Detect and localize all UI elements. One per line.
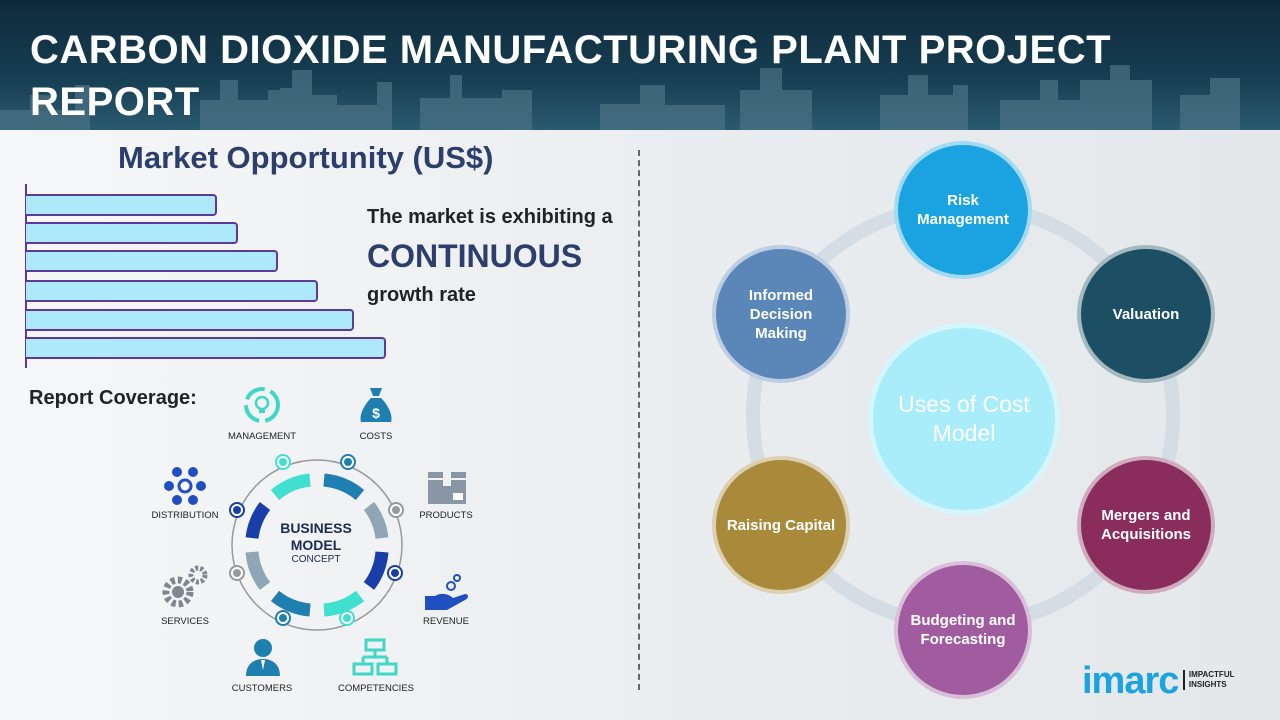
market-text-emphasis: CONTINUOUS: [367, 238, 583, 274]
market-opportunity-title: Market Opportunity (US$): [118, 140, 494, 175]
business-model-center: BUSINESS MODEL CONCEPT: [266, 520, 366, 565]
city-skyline-graphic: [0, 65, 1240, 130]
logo-brand: imarc: [1082, 660, 1179, 702]
market-bar: [26, 337, 386, 359]
market-bar: [26, 280, 318, 302]
svg-text:$: $: [372, 405, 380, 421]
uses-node: Risk Management: [894, 141, 1032, 279]
coverage-label-distribution: DISTRIBUTION: [151, 510, 219, 521]
page-title: CARBON DIOXIDE MANUFACTURING PLANT PROJE…: [30, 28, 1112, 124]
imarc-logo: imarc IMPACTFUL INSIGHTS: [1082, 660, 1234, 703]
market-bar: [26, 250, 278, 272]
uses-node: Valuation: [1077, 245, 1215, 383]
market-text-line3: growth rate: [367, 284, 476, 306]
bm-line3: CONCEPT: [291, 554, 341, 565]
coverage-label-products: PRODUCTS: [419, 510, 473, 521]
market-bar: [26, 194, 217, 216]
business-model-ring: [229, 454, 404, 631]
market-text-line1: The market is exhibiting a: [367, 206, 613, 228]
header-banner: CARBON DIOXIDE MANUFACTURING PLANT PROJE…: [0, 0, 1280, 130]
market-bar: [26, 309, 354, 331]
coverage-label-revenue: REVENUE: [423, 616, 469, 627]
box-icon: [428, 472, 466, 504]
report-coverage-title: Report Coverage:: [29, 387, 197, 409]
uses-node: Raising Capital: [712, 456, 850, 594]
coverage-label-competencies: COMPETENCIES: [337, 683, 414, 694]
section-divider: [638, 150, 640, 690]
bm-line1: BUSINESS: [280, 520, 352, 536]
market-bar: [26, 222, 239, 244]
uses-center-circle: Uses of Cost Model: [868, 323, 1060, 515]
coverage-label-services: SERVICES: [161, 616, 209, 627]
gears-icon: [162, 565, 208, 608]
logo-tagline2: INSIGHTS: [1188, 680, 1227, 689]
uses-node: Informed Decision Making: [712, 245, 850, 383]
bar-axis: [25, 184, 27, 368]
uses-node: Budgeting and Forecasting: [894, 561, 1032, 699]
coverage-label-costs: COSTS: [359, 431, 393, 442]
network-icon: [164, 467, 206, 505]
coverage-label-customers: CUSTOMERS: [231, 683, 293, 694]
hand-coins-icon: [425, 574, 468, 610]
logo-tagline1: IMPACTFUL: [1188, 670, 1235, 679]
user-icon: [246, 639, 280, 676]
money-bag-icon: $: [360, 388, 392, 422]
uses-node: Mergers and Acquisitions: [1077, 456, 1215, 594]
lightbulb-cycle-icon: [244, 387, 280, 423]
hierarchy-icon: [352, 638, 398, 676]
coverage-label-management: MANAGEMENT: [227, 431, 297, 442]
bm-line2: MODEL: [290, 537, 342, 553]
